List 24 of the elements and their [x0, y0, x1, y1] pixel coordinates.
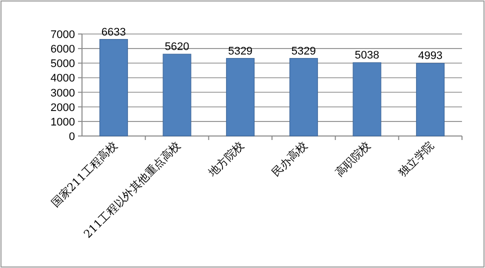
- bar: [162, 54, 192, 136]
- y-tick-label: 7000: [50, 29, 75, 41]
- data-label: 5329: [228, 45, 253, 58]
- x-tick-label: 民办高校: [269, 138, 310, 180]
- y-tick-label: 4000: [50, 72, 75, 85]
- y-tick-label: 6000: [50, 44, 75, 56]
- data-label: 5620: [164, 41, 190, 54]
- data-label: 5038: [354, 50, 380, 62]
- y-tick-label: 1000: [50, 116, 75, 128]
- y-tick-label: 0: [68, 131, 75, 143]
- data-label: 5329: [291, 45, 316, 58]
- bar: [226, 58, 255, 136]
- bar: [352, 62, 382, 136]
- x-tick-label: 独立学院: [396, 138, 436, 180]
- bar: [289, 58, 318, 136]
- x-tick-label: 地方院校: [205, 138, 246, 180]
- bar: [99, 39, 128, 136]
- x-tick-label: 高职院校: [332, 138, 374, 180]
- data-label: 6633: [101, 26, 126, 38]
- y-tick-label: 3000: [50, 87, 75, 100]
- y-tick-label: 5000: [50, 58, 75, 70]
- bar: [416, 62, 445, 136]
- data-label: 4993: [418, 50, 443, 62]
- y-tick-label: 2000: [50, 102, 75, 114]
